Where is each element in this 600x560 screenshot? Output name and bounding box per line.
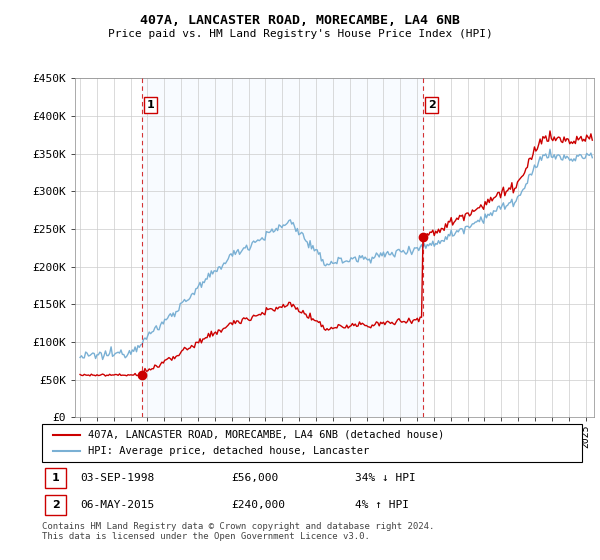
Text: 06-MAY-2015: 06-MAY-2015 [80,500,154,510]
Text: 4% ↑ HPI: 4% ↑ HPI [355,500,409,510]
Text: £240,000: £240,000 [231,500,285,510]
Text: 03-SEP-1998: 03-SEP-1998 [80,473,154,483]
Text: 2: 2 [428,100,436,110]
Text: 1: 1 [147,100,155,110]
Text: Contains HM Land Registry data © Crown copyright and database right 2024.
This d: Contains HM Land Registry data © Crown c… [42,522,434,542]
Text: £56,000: £56,000 [231,473,278,483]
Bar [142,78,422,417]
Text: 407A, LANCASTER ROAD, MORECAMBE, LA4 6NB: 407A, LANCASTER ROAD, MORECAMBE, LA4 6NB [140,14,460,27]
Text: Price paid vs. HM Land Registry's House Price Index (HPI): Price paid vs. HM Land Registry's House … [107,29,493,39]
Text: 34% ↓ HPI: 34% ↓ HPI [355,473,416,483]
Text: 2: 2 [52,500,59,510]
Bar [45,494,67,515]
Text: HPI: Average price, detached house, Lancaster: HPI: Average price, detached house, Lanc… [88,446,369,456]
Text: 407A, LANCASTER ROAD, MORECAMBE, LA4 6NB (detached house): 407A, LANCASTER ROAD, MORECAMBE, LA4 6NB… [88,430,444,440]
Text: 1: 1 [52,473,59,483]
Bar [45,468,67,488]
